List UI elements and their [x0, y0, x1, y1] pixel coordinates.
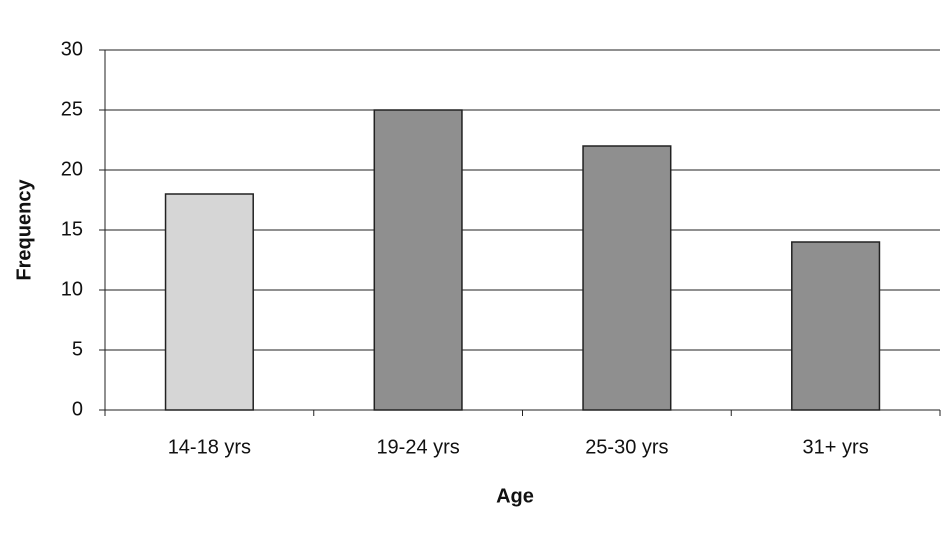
bar: [791, 241, 881, 411]
y-tick-label: 10: [61, 278, 83, 300]
x-axis-title: Age: [496, 485, 534, 507]
y-tick-label: 15: [61, 218, 83, 240]
bar: [164, 193, 254, 411]
y-axis-title: Frequency: [13, 179, 35, 281]
y-tick-label: 25: [61, 98, 83, 120]
y-tick-label: 30: [61, 38, 83, 60]
x-tick-label: 25-30 yrs: [585, 436, 668, 458]
x-tick-label: 19-24 yrs: [376, 436, 459, 458]
bar: [373, 109, 463, 411]
y-tick-label: 20: [61, 158, 83, 180]
x-tick-label: 14-18 yrs: [168, 436, 251, 458]
bar: [582, 145, 672, 411]
x-tick-label: 31+ yrs: [803, 436, 869, 458]
y-tick-label: 5: [72, 338, 83, 360]
y-tick-label: 0: [72, 398, 83, 420]
